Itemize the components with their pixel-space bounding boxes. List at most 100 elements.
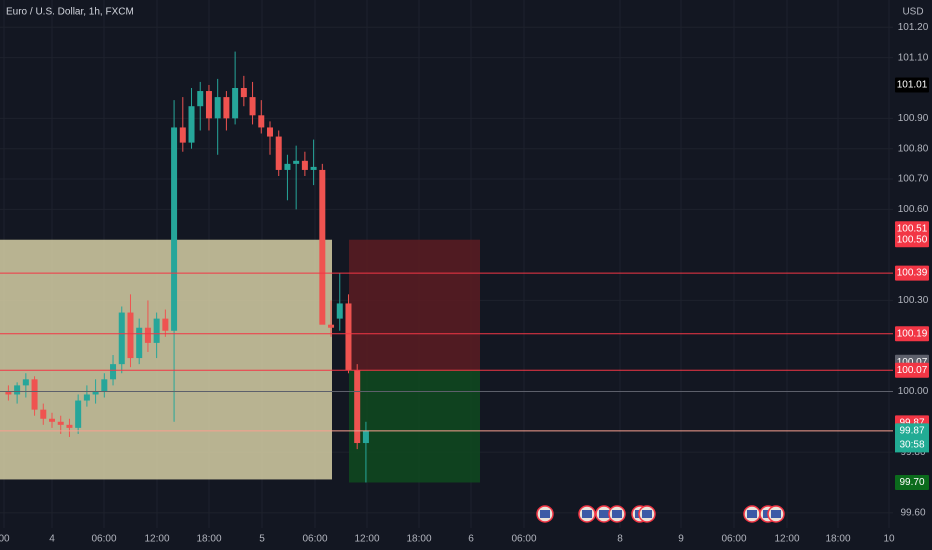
candle-body bbox=[293, 160, 300, 164]
event-flag bbox=[642, 510, 652, 518]
currency-label: USD bbox=[902, 7, 923, 18]
price-label: 100.39 bbox=[897, 268, 928, 279]
y-tick-label: 100.90 bbox=[898, 113, 929, 124]
candle-body bbox=[197, 91, 204, 107]
candle-body bbox=[110, 364, 117, 380]
chart-title: Euro / U.S. Dollar, 1h, FXCM bbox=[6, 7, 134, 18]
candle-body bbox=[144, 327, 151, 343]
price-label-box bbox=[895, 232, 929, 248]
price-label: 100.07 bbox=[897, 365, 928, 376]
price-label-box bbox=[895, 423, 929, 439]
x-tick-label: 00 bbox=[0, 534, 10, 545]
x-tick-label: 06:00 bbox=[511, 534, 536, 545]
candle-body bbox=[310, 166, 317, 170]
event-flag bbox=[771, 510, 781, 518]
x-tick-label: 8 bbox=[617, 534, 623, 545]
candle-body bbox=[354, 370, 361, 444]
candle-body bbox=[328, 324, 335, 328]
candle-body bbox=[127, 312, 134, 359]
x-tick-label: 10 bbox=[883, 534, 895, 545]
candle-body bbox=[118, 312, 125, 365]
y-tick-label: 100.00 bbox=[898, 386, 929, 397]
candle-body bbox=[214, 97, 221, 119]
candle-body bbox=[275, 136, 282, 170]
y-tick-label: 100.30 bbox=[898, 295, 929, 306]
x-tick-label: 06:00 bbox=[91, 534, 116, 545]
countdown: 30:58 bbox=[899, 440, 924, 451]
candle-body bbox=[101, 379, 108, 392]
candle-body bbox=[162, 318, 169, 331]
x-tick-label: 18:00 bbox=[196, 534, 221, 545]
candle-body bbox=[31, 379, 38, 410]
x-tick-label: 4 bbox=[49, 534, 55, 545]
price-label: 101.01 bbox=[897, 80, 928, 91]
price-label: 100.50 bbox=[897, 234, 928, 245]
y-tick-label: 100.80 bbox=[898, 143, 929, 154]
price-label: 100.51 bbox=[897, 223, 928, 234]
candle-body bbox=[171, 127, 178, 331]
price-label-box bbox=[895, 265, 929, 281]
x-tick-label: 6 bbox=[468, 534, 474, 545]
candle-body bbox=[14, 385, 21, 395]
candle-body bbox=[136, 327, 143, 359]
candle-body bbox=[66, 424, 73, 428]
candle-body bbox=[232, 88, 239, 119]
price-label-box bbox=[895, 77, 929, 93]
price-label-box bbox=[895, 474, 929, 490]
x-tick-label: 12:00 bbox=[774, 534, 799, 545]
candle-body bbox=[83, 394, 90, 401]
candle-body bbox=[258, 115, 265, 128]
x-tick-label: 18:00 bbox=[825, 534, 850, 545]
event-flag bbox=[599, 510, 609, 518]
price-label-box bbox=[895, 362, 929, 378]
candle-body bbox=[240, 88, 247, 98]
candle-body bbox=[205, 91, 212, 119]
candle-body bbox=[40, 409, 47, 419]
candle-body bbox=[153, 318, 160, 343]
price-label: 99.87 bbox=[899, 418, 924, 429]
y-tick-label: 101.10 bbox=[898, 52, 929, 63]
candle-body bbox=[22, 379, 29, 386]
x-tick-label: 18:00 bbox=[406, 534, 431, 545]
y-tick-label: 99.60 bbox=[900, 507, 925, 518]
candle-body bbox=[75, 400, 82, 428]
candle-body bbox=[267, 127, 273, 137]
candle-body bbox=[319, 169, 326, 325]
candle-body bbox=[284, 163, 291, 170]
price-label-box bbox=[895, 326, 929, 342]
candle-body bbox=[362, 430, 369, 444]
y-tick-label: 100.70 bbox=[898, 174, 929, 185]
x-tick-label: 5 bbox=[259, 534, 265, 545]
zone bbox=[0, 239, 332, 480]
zone bbox=[349, 239, 480, 371]
x-tick-label: 06:00 bbox=[721, 534, 746, 545]
price-label: 99.87 bbox=[899, 426, 924, 437]
candle-body bbox=[92, 391, 99, 395]
y-tick-label: 101.20 bbox=[898, 22, 929, 33]
price-label: 100.07 bbox=[897, 357, 928, 368]
candle-body bbox=[336, 303, 343, 319]
candle-body bbox=[345, 303, 352, 371]
candle-body bbox=[301, 160, 308, 170]
candle-body bbox=[249, 97, 256, 116]
x-tick-label: 12:00 bbox=[144, 534, 169, 545]
event-flag bbox=[612, 510, 622, 518]
event-flag bbox=[540, 510, 550, 518]
event-flag bbox=[582, 510, 592, 518]
y-tick-label: 100.60 bbox=[898, 204, 929, 215]
price-label: 99.70 bbox=[899, 477, 924, 488]
candle-body bbox=[5, 391, 12, 395]
countdown-box bbox=[895, 437, 929, 453]
candle-body bbox=[49, 418, 55, 422]
price-label: 100.19 bbox=[897, 328, 928, 339]
event-flag bbox=[747, 510, 757, 518]
zone bbox=[349, 370, 480, 483]
candle-body bbox=[223, 97, 230, 119]
x-tick-label: 12:00 bbox=[354, 534, 379, 545]
x-tick-label: 9 bbox=[678, 534, 684, 545]
candle-body bbox=[179, 127, 186, 143]
candle-body bbox=[188, 106, 195, 143]
candle-body bbox=[57, 421, 64, 425]
x-tick-label: 06:00 bbox=[302, 534, 327, 545]
